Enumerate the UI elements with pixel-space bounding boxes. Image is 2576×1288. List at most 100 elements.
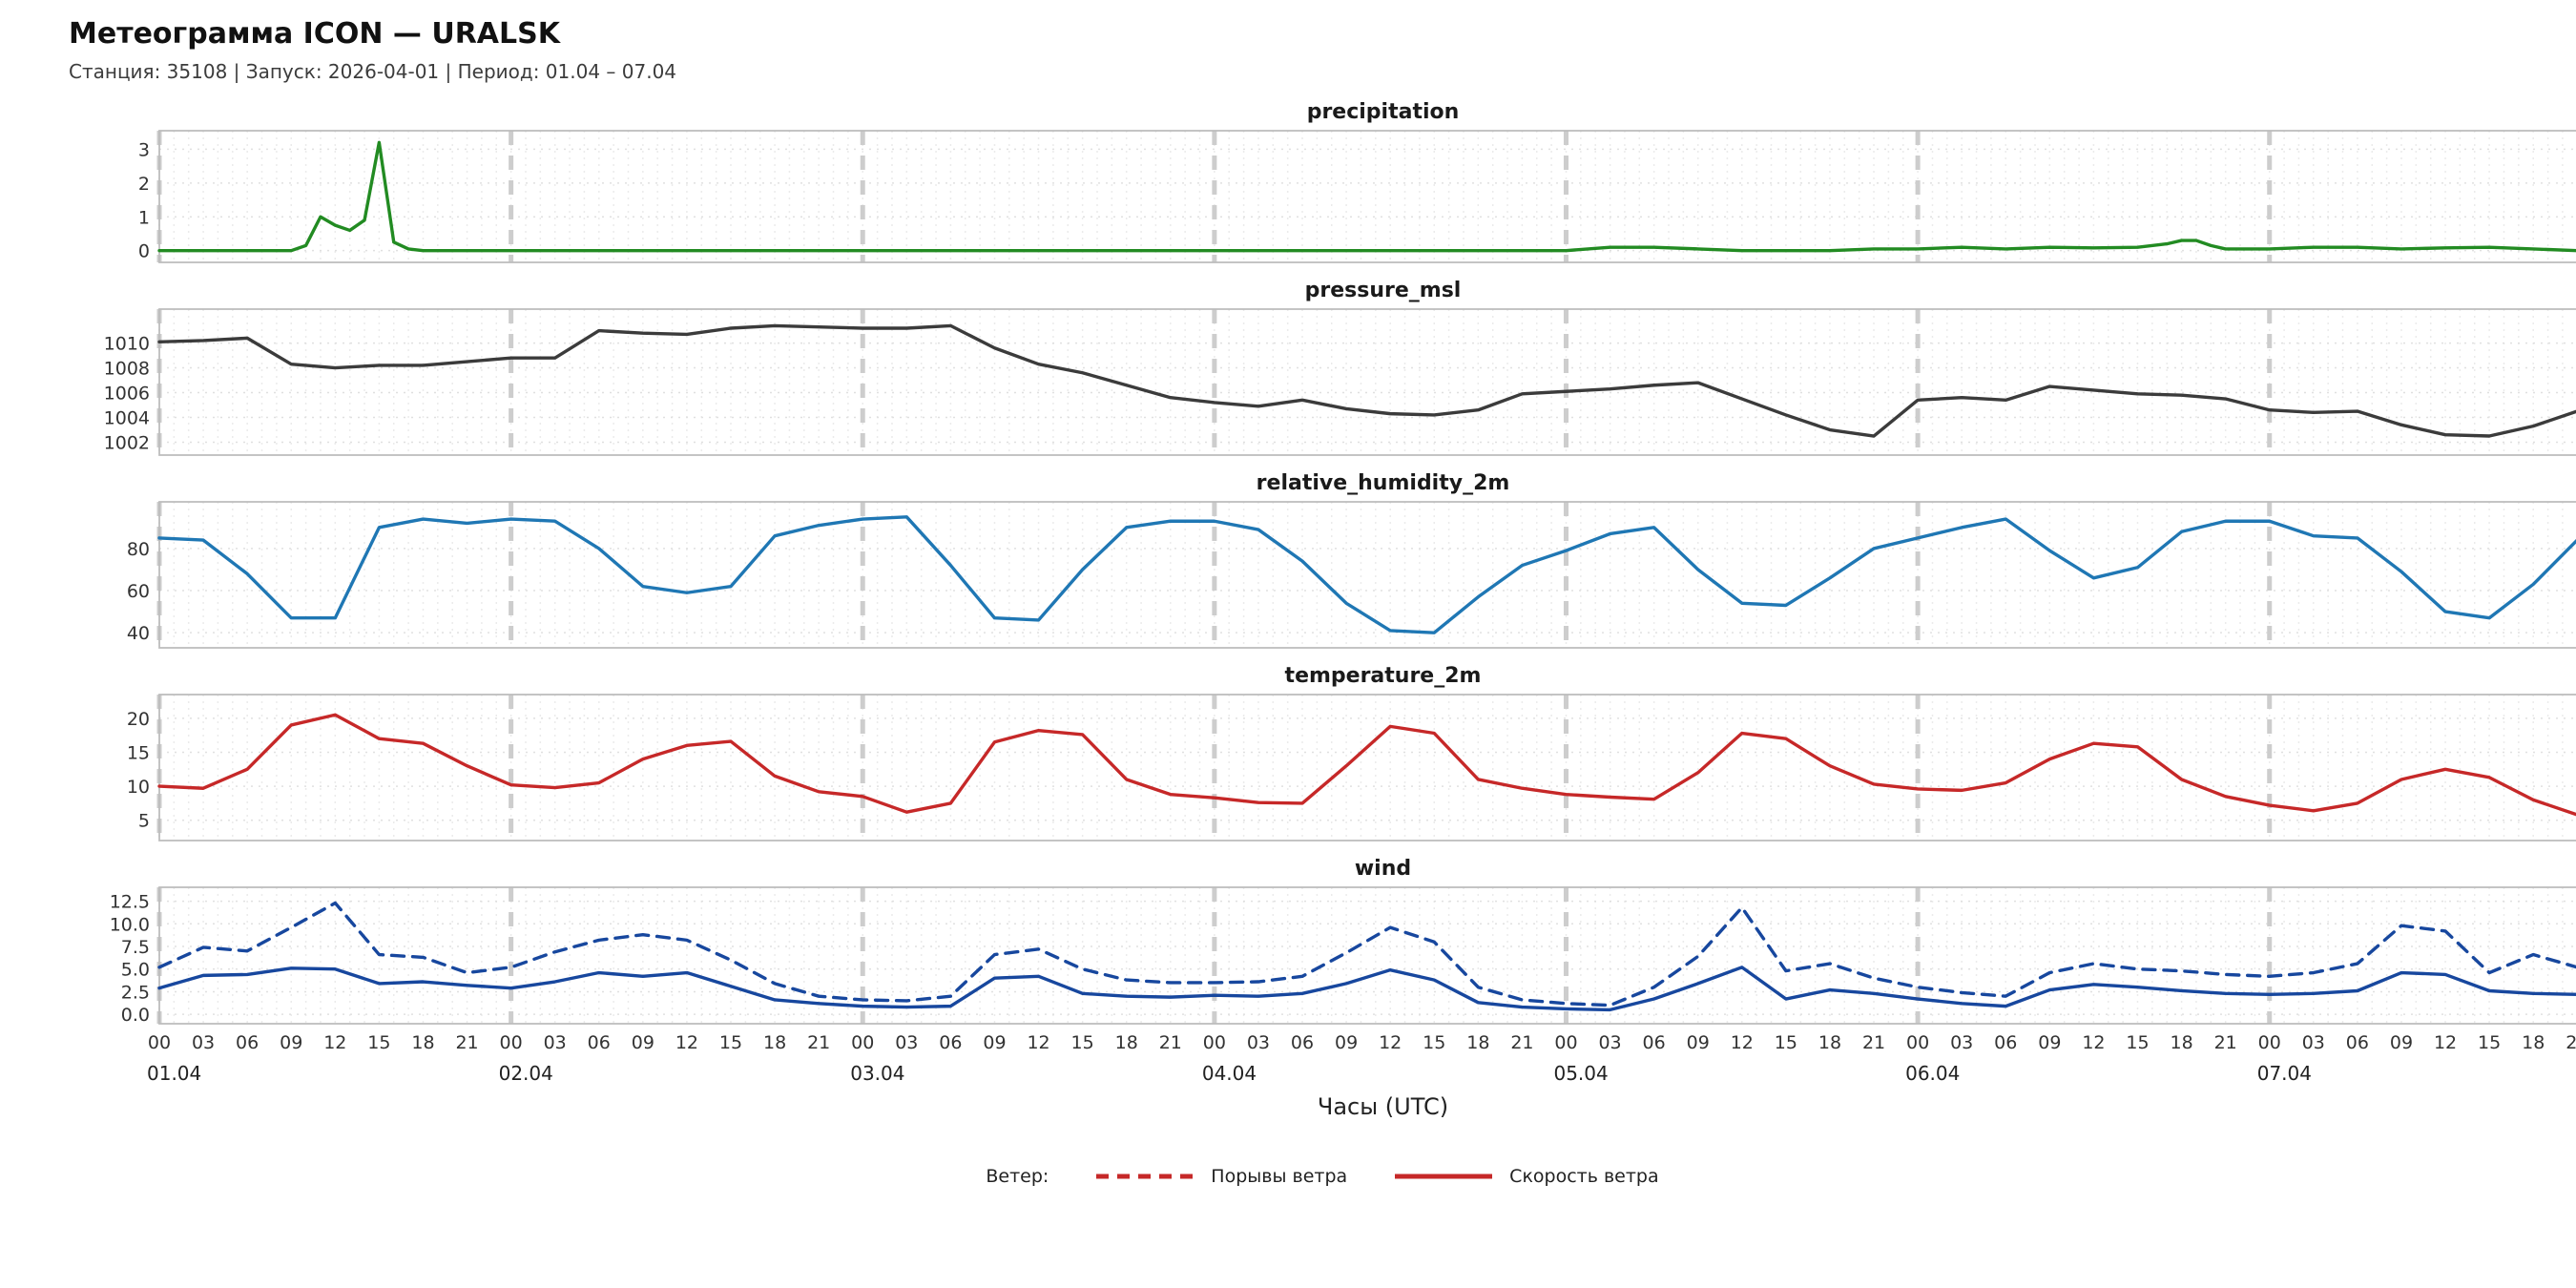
svg-text:21: 21 (455, 1032, 478, 1053)
svg-text:20: 20 (127, 709, 150, 730)
svg-text:06.04: 06.04 (1905, 1062, 1960, 1085)
temperature-chart: 5 10 15 20 (127, 694, 2576, 841)
svg-text:1008: 1008 (104, 359, 150, 380)
svg-text:12: 12 (323, 1032, 346, 1053)
svg-text:06: 06 (1643, 1032, 1666, 1053)
panel-title-pressure-msl: pressure_msl (1304, 279, 1462, 302)
svg-text:12: 12 (675, 1032, 698, 1053)
svg-text:12: 12 (1379, 1032, 1402, 1053)
svg-text:03: 03 (544, 1032, 567, 1053)
page-subtitle: Станция: 35108 | Запуск: 2026-04-01 | Пе… (69, 60, 677, 83)
svg-text:09: 09 (1687, 1032, 1710, 1053)
svg-text:09: 09 (280, 1032, 302, 1053)
svg-text:00: 00 (851, 1032, 874, 1053)
svg-text:03: 03 (192, 1032, 215, 1053)
svg-text:21: 21 (2566, 1032, 2576, 1053)
panel-title-temperature: temperature_2m (1284, 664, 1482, 688)
svg-text:03.04: 03.04 (850, 1062, 904, 1085)
svg-text:1002: 1002 (104, 433, 150, 454)
svg-text:0.0: 0.0 (121, 1005, 150, 1025)
panel-pressure-msl: pressure_msl 1002 1004 1006 1008 1010 (69, 275, 2576, 456)
svg-text:12: 12 (1731, 1032, 1754, 1053)
panel-wind: wind 0.0 2.5 5.0 7.5 10.0 12.5 (69, 853, 2576, 1025)
svg-text:21: 21 (2214, 1032, 2237, 1053)
svg-text:12: 12 (1027, 1032, 1049, 1053)
svg-text:10: 10 (127, 777, 150, 798)
svg-text:03: 03 (1247, 1032, 1270, 1053)
meteogram-page: Метеограмма ICON — URALSK Станция: 35108… (69, 17, 2576, 1187)
svg-text:06: 06 (1994, 1032, 2017, 1053)
svg-text:2.5: 2.5 (121, 982, 150, 1003)
svg-text:18: 18 (411, 1032, 434, 1053)
svg-text:0: 0 (138, 241, 150, 262)
solid-line-swatch (1395, 1174, 1493, 1179)
svg-text:06: 06 (1291, 1032, 1314, 1053)
legend-item-speed: Скорость ветра (1391, 1166, 1659, 1187)
svg-text:15: 15 (2478, 1032, 2501, 1053)
legend-item-label-gusts: Порывы ветра (1211, 1166, 1348, 1187)
svg-text:15: 15 (2126, 1032, 2149, 1053)
svg-text:10.0: 10.0 (110, 914, 150, 935)
panel-title-relative-humidity: relative_humidity_2m (1256, 471, 1510, 495)
panel-title-wind: wind (1354, 857, 1412, 881)
svg-text:01.04: 01.04 (147, 1062, 201, 1085)
svg-text:00: 00 (2258, 1032, 2281, 1053)
svg-text:09: 09 (1335, 1032, 1358, 1053)
svg-text:00: 00 (148, 1032, 171, 1053)
svg-text:12: 12 (2082, 1032, 2105, 1053)
svg-text:40: 40 (127, 623, 150, 644)
svg-text:21: 21 (1159, 1032, 1182, 1053)
svg-text:07.04: 07.04 (2257, 1062, 2312, 1085)
svg-text:18: 18 (1115, 1032, 1138, 1053)
svg-text:15: 15 (719, 1032, 742, 1053)
svg-text:15: 15 (1775, 1032, 1797, 1053)
svg-text:18: 18 (2522, 1032, 2545, 1053)
svg-text:12: 12 (2434, 1032, 2457, 1053)
svg-text:18: 18 (1466, 1032, 1489, 1053)
svg-text:15: 15 (127, 742, 150, 763)
svg-text:15: 15 (367, 1032, 390, 1053)
svg-text:15: 15 (1423, 1032, 1445, 1053)
svg-text:00: 00 (500, 1032, 523, 1053)
svg-text:1: 1 (138, 207, 150, 228)
x-axis-label: Часы (UTC) (1317, 1093, 1449, 1120)
svg-text:80: 80 (127, 539, 150, 560)
pressure-msl-chart: 1002 1004 1006 1008 1010 (104, 308, 2576, 456)
svg-text:15: 15 (1071, 1032, 1094, 1053)
svg-text:5.0: 5.0 (121, 960, 150, 981)
legend-item-gusts: Порывы ветра (1092, 1166, 1347, 1187)
svg-text:09: 09 (983, 1032, 1006, 1053)
precipitation-chart: 0 1 2 3 (138, 130, 2576, 263)
svg-text:00: 00 (1554, 1032, 1577, 1053)
svg-text:21: 21 (1862, 1032, 1885, 1053)
svg-text:03: 03 (895, 1032, 918, 1053)
svg-text:03: 03 (1950, 1032, 1973, 1053)
svg-text:09: 09 (632, 1032, 654, 1053)
svg-text:1010: 1010 (104, 334, 150, 355)
svg-text:2: 2 (138, 174, 150, 195)
svg-text:18: 18 (2170, 1032, 2192, 1053)
panel-relative-humidity: relative_humidity_2m 40 60 80 (69, 467, 2576, 649)
svg-text:03: 03 (1598, 1032, 1621, 1053)
header: Метеограмма ICON — URALSK Станция: 35108… (69, 17, 2576, 83)
legend-item-label-speed: Скорость ветра (1509, 1166, 1659, 1187)
wind-chart: 0.02.55.07.510.012.5 (110, 886, 2576, 1025)
legend-title: Ветер: (986, 1166, 1049, 1187)
x-axis: 00 03 06 09 12 15 18 21 00 03 06 09 12 15 18 21 00 03 06 09… (147, 1032, 2576, 1085)
svg-text:7.5: 7.5 (121, 937, 150, 958)
svg-text:5: 5 (138, 811, 150, 832)
svg-text:06: 06 (588, 1032, 611, 1053)
svg-text:3: 3 (138, 139, 150, 160)
svg-text:09: 09 (2038, 1032, 2061, 1053)
svg-text:03: 03 (2302, 1032, 2325, 1053)
svg-text:12.5: 12.5 (110, 892, 150, 913)
panel-precipitation: precipitation 0 1 2 3 (69, 96, 2576, 263)
svg-text:18: 18 (763, 1032, 786, 1053)
svg-text:1006: 1006 (104, 384, 150, 405)
svg-text:21: 21 (1510, 1032, 1533, 1053)
page-title: Метеограмма ICON — URALSK (69, 17, 560, 51)
svg-text:1004: 1004 (104, 408, 150, 429)
svg-text:09: 09 (2390, 1032, 2413, 1053)
legend: Ветер: Порывы ветра Скорость ветра (69, 1166, 2576, 1187)
svg-text:00: 00 (1203, 1032, 1226, 1053)
